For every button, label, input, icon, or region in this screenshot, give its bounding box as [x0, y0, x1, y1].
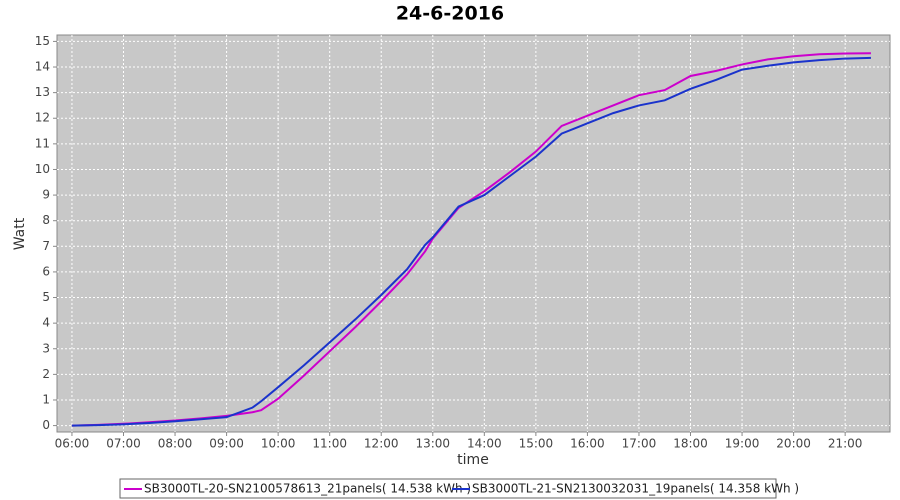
y-tick-label: 10 [35, 162, 50, 176]
y-tick-label: 3 [42, 341, 50, 355]
x-tick-label: 07:00 [106, 437, 141, 451]
x-tick-label: 11:00 [312, 437, 347, 451]
chart-title: 24-6-2016 [396, 3, 504, 25]
x-tick-label: 17:00 [622, 437, 657, 451]
plot-area [56, 34, 891, 433]
y-tick-label: 6 [42, 264, 50, 278]
x-tick-label: 13:00 [415, 437, 450, 451]
x-tick-label: 20:00 [776, 437, 811, 451]
y-tick-label: 5 [42, 290, 50, 304]
x-tick-label: 08:00 [158, 437, 193, 451]
x-tick-label: 10:00 [261, 437, 296, 451]
y-tick-label: 13 [35, 85, 50, 99]
y-tick-label: 14 [35, 60, 50, 74]
x-tick-label: 16:00 [570, 437, 605, 451]
y-tick-label: 12 [35, 111, 50, 125]
legend [119, 478, 777, 499]
x-axis-label: time [457, 452, 489, 468]
y-axis-label: Watt [12, 217, 28, 250]
y-tick-label: 1 [42, 392, 50, 406]
x-tick-label: 18:00 [673, 437, 708, 451]
x-tick-label: 12:00 [364, 437, 399, 451]
y-tick-label: 11 [35, 136, 50, 150]
y-tick-label: 0 [42, 418, 50, 432]
legend-label: SB3000TL-20-SN2100578613_21panels( 14.53… [144, 482, 471, 496]
y-tick-label: 7 [42, 239, 50, 253]
y-tick-label: 8 [42, 213, 50, 227]
y-tick-label: 15 [35, 34, 50, 48]
legend-label: SB3000TL-21-SN2130032031_19panels( 14.35… [472, 482, 799, 496]
y-tick-label: 9 [42, 188, 50, 202]
series-line [71, 56, 871, 427]
x-tick-label: 21:00 [828, 437, 863, 451]
x-tick-label: 15:00 [519, 437, 554, 451]
x-tick-label: 06:00 [55, 437, 90, 451]
y-tick-label: 4 [42, 316, 50, 330]
x-tick-label: 09:00 [209, 437, 244, 451]
x-tick-label: 14:00 [467, 437, 502, 451]
x-tick-label: 19:00 [725, 437, 760, 451]
y-tick-label: 2 [42, 367, 50, 381]
